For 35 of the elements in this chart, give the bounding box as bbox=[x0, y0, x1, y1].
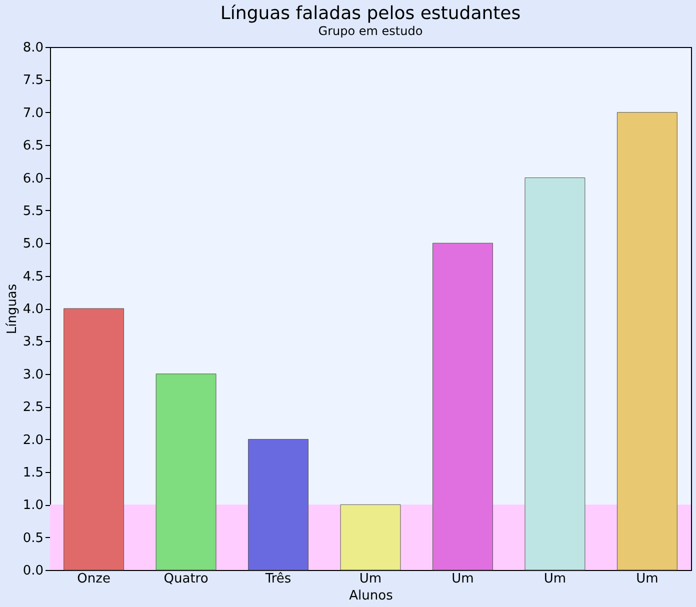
y-tick-label: 3.0 bbox=[22, 367, 44, 382]
x-tick-label: Um bbox=[452, 572, 474, 586]
y-tick-label: 8.0 bbox=[22, 40, 44, 56]
y-tick-label: 5.5 bbox=[22, 204, 44, 219]
y-tick-label: 0.0 bbox=[22, 564, 44, 578]
y-tick-label: 6.0 bbox=[22, 171, 44, 186]
y-tick-label: 7.5 bbox=[22, 73, 44, 88]
y-tick-label: 4.0 bbox=[22, 302, 44, 317]
y-tick-label: 2.0 bbox=[22, 432, 44, 448]
bar bbox=[64, 308, 124, 570]
y-tick-label: 6.5 bbox=[22, 138, 44, 154]
chart-subtitle: Grupo em estudo bbox=[318, 24, 423, 38]
y-tick-label: 4.5 bbox=[22, 269, 44, 284]
y-axis-title: Línguas bbox=[4, 284, 20, 334]
x-tick-label: Um bbox=[544, 572, 566, 586]
chart-title: Línguas faladas pelos estudantes bbox=[220, 3, 521, 24]
x-tick-label: Um bbox=[636, 572, 658, 586]
x-axis-title: Alunos bbox=[349, 588, 394, 604]
y-tick-label: 1.0 bbox=[22, 498, 44, 514]
x-tick-label: Três bbox=[264, 572, 292, 586]
x-tick-label: Onze bbox=[77, 572, 110, 586]
y-tick-label: 7.0 bbox=[22, 106, 44, 121]
x-tick-label: Quatro bbox=[164, 572, 208, 586]
bar bbox=[156, 374, 216, 570]
bar bbox=[432, 242, 493, 570]
y-tick-label: 1.5 bbox=[22, 465, 44, 480]
bar bbox=[524, 178, 586, 570]
y-tick-label: 0.5 bbox=[22, 530, 44, 546]
bar bbox=[616, 112, 678, 570]
y-tick-label: 5.0 bbox=[22, 236, 44, 252]
y-tick-label: 3.5 bbox=[22, 334, 44, 350]
y-tick-label: 2.5 bbox=[22, 400, 44, 416]
bar bbox=[340, 504, 401, 570]
bar bbox=[248, 439, 308, 570]
x-tick-label: Um bbox=[359, 572, 382, 586]
